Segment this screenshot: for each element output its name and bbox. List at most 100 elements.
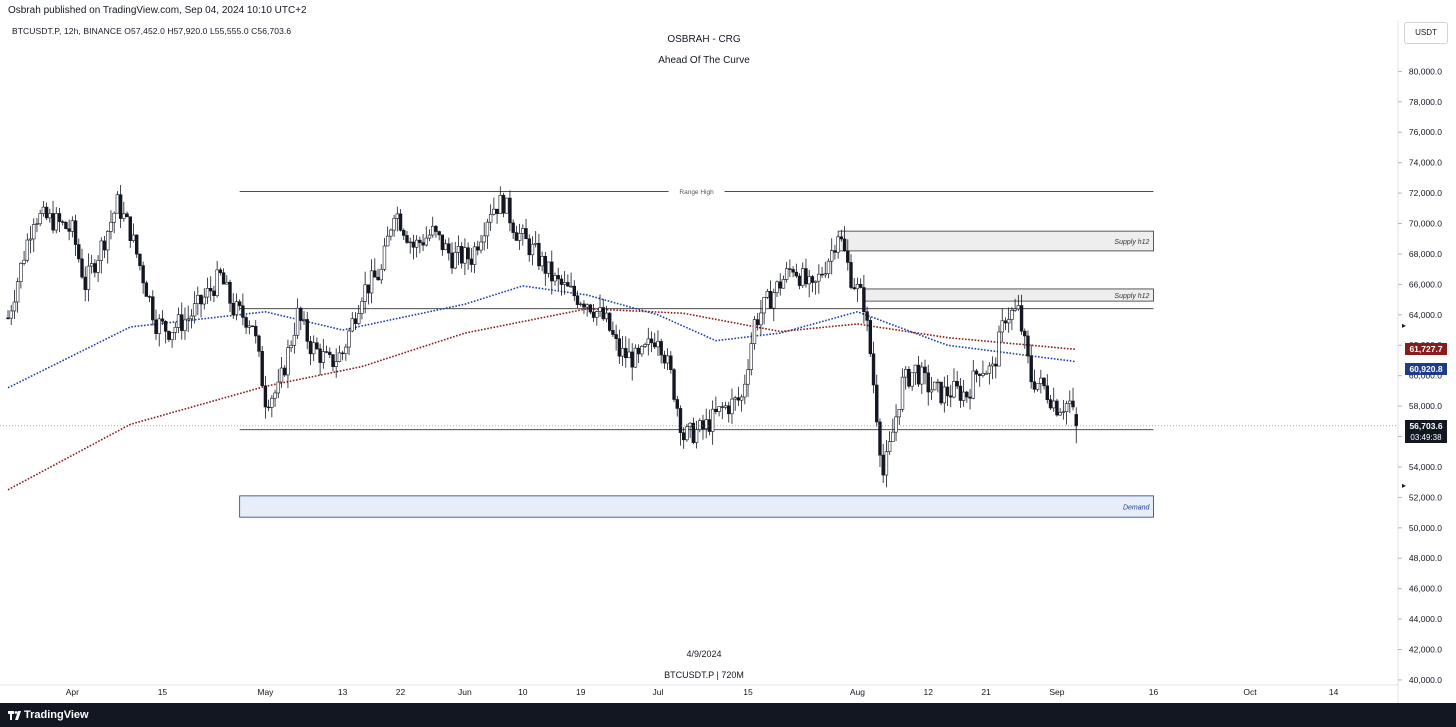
y-tick-label: 54,000.0	[1409, 462, 1442, 472]
candle-body	[443, 243, 448, 251]
last-price-tag: 56,703.6	[1405, 419, 1447, 432]
candle-body	[627, 351, 631, 359]
candle-body	[495, 208, 499, 214]
y-tick-label: 68,000.0	[1409, 249, 1442, 259]
candle-body	[601, 307, 605, 320]
candle-body	[41, 206, 46, 214]
candle-body	[543, 256, 548, 274]
candle-body	[199, 294, 203, 305]
candle-body	[566, 282, 570, 287]
candle-body	[710, 408, 715, 432]
candle-body	[517, 233, 522, 241]
candle-body	[604, 312, 609, 320]
candle-body	[945, 386, 950, 397]
scroll-down-arrow-icon[interactable]: ▸	[1402, 481, 1407, 490]
candle-body	[1016, 305, 1021, 310]
x-tick-label: May	[257, 687, 274, 697]
candle-body	[955, 381, 959, 387]
candle-body	[402, 230, 406, 236]
x-tick-label: 19	[576, 687, 586, 697]
candle-body	[508, 197, 512, 224]
candle-body	[254, 325, 258, 337]
candle-body	[978, 373, 982, 376]
candle-body	[485, 221, 490, 237]
candle-body	[681, 432, 686, 441]
candle-body	[1000, 320, 1004, 333]
candle-body	[492, 208, 496, 215]
candle-body	[527, 238, 531, 256]
candle-body	[28, 238, 33, 241]
candle-body	[797, 275, 802, 286]
candle-body	[131, 234, 136, 241]
candle-body	[234, 301, 239, 316]
footer-brand: TradingView	[24, 709, 89, 721]
candle-body	[916, 364, 921, 385]
candle-body	[678, 408, 683, 433]
symbol-ohlc-legend[interactable]: BTCUSDT.P, 12h, BINANCE O57,452.0 H57,92…	[12, 26, 292, 36]
candle-body	[833, 250, 837, 253]
candle-body	[183, 319, 187, 331]
candle-body	[86, 265, 91, 290]
x-tick-label: 15	[743, 687, 753, 697]
candle-body	[942, 386, 947, 404]
candle-body	[533, 242, 538, 245]
candle-body	[231, 302, 235, 316]
candle-body	[788, 268, 792, 270]
candle-body	[1055, 400, 1059, 416]
y-tick-label: 74,000.0	[1409, 158, 1442, 168]
watermark-date: 4/9/2024	[686, 649, 722, 659]
scroll-up-arrow-icon[interactable]: ▸	[1402, 321, 1407, 330]
candle-body	[392, 218, 396, 231]
candle-body	[408, 241, 412, 244]
candle-body	[875, 384, 879, 423]
candle-body	[714, 408, 718, 412]
candle-body	[624, 348, 628, 359]
zone-box[interactable]	[837, 230, 1154, 252]
candle-body	[884, 451, 889, 476]
candle-body	[186, 318, 190, 321]
candle-body	[887, 441, 892, 453]
candle-body	[514, 232, 519, 241]
candle-body	[192, 303, 197, 317]
candle-body	[89, 263, 94, 267]
x-tick-label: Aug	[850, 687, 865, 697]
candle-body	[633, 347, 638, 368]
candle-body	[598, 307, 602, 312]
candle-body	[736, 397, 741, 401]
y-tick-label: 70,000.0	[1409, 219, 1442, 229]
candle-body	[694, 429, 699, 443]
price-chart[interactable]: 40,000.0 42,000.0 44,000.0 46,000.0 48,000.0…	[0, 0, 1456, 703]
candle-body	[311, 342, 316, 355]
candle-body	[250, 325, 255, 327]
candle-body	[846, 250, 850, 263]
candle-body	[572, 285, 576, 297]
candle-body	[218, 269, 223, 274]
y-tick-label: 64,000.0	[1409, 310, 1442, 320]
currency-button[interactable]: USDT	[1404, 22, 1448, 44]
candle-body	[456, 246, 461, 253]
candle-body	[1029, 355, 1033, 383]
candle-body	[324, 351, 329, 353]
candle-body	[421, 242, 425, 246]
candle-body	[382, 245, 387, 270]
candle-body	[389, 229, 393, 237]
candle-body	[971, 370, 975, 399]
candle-body	[64, 222, 68, 230]
candle-body	[781, 279, 786, 289]
candle-body	[1048, 399, 1053, 409]
candle-body	[897, 409, 901, 418]
candle-body	[344, 346, 348, 355]
y-tick-label: 80,000.0	[1409, 66, 1442, 76]
candle-body	[205, 288, 210, 298]
candle-body	[775, 281, 779, 293]
zone-box[interactable]	[863, 288, 1154, 302]
y-tick-label: 42,000.0	[1409, 645, 1442, 655]
candle-body	[611, 330, 615, 335]
candle-body	[279, 367, 284, 383]
x-tick-label: 10	[518, 687, 528, 697]
candle-body	[653, 342, 657, 348]
candle-body	[588, 304, 593, 313]
candle-body	[93, 263, 97, 273]
candle-body	[247, 325, 252, 328]
zone-box[interactable]	[239, 495, 1154, 518]
